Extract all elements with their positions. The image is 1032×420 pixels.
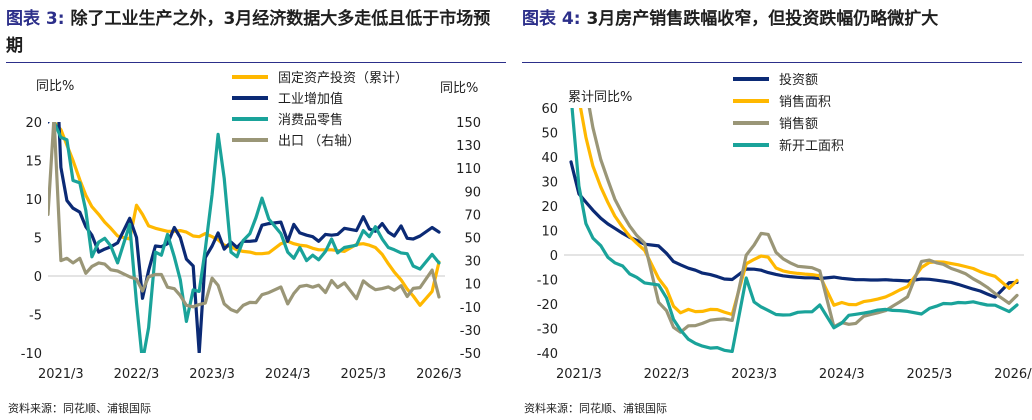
legend-label: 消费品零售 [278, 112, 343, 128]
x-tick-label: 2025/3 [340, 367, 386, 382]
y-tick-label: 60 [541, 102, 558, 117]
chart-title-text: 3月房产销售跌幅收窄，但投资跌幅仍略微扩大 [586, 9, 939, 29]
y-right-tick-label: 130 [456, 139, 481, 154]
y-tick-label: 20 [25, 116, 42, 131]
legend-label: 新开工面积 [779, 138, 844, 154]
y-axis-label: 累计同比% [568, 90, 632, 105]
y-right-tick-label: -10 [460, 301, 481, 316]
y-right-tick-label: 150 [456, 116, 481, 131]
y-right-tick-label: 70 [464, 208, 481, 223]
x-tick-label: 2026/3 [416, 367, 462, 382]
x-tick-label: 2024/3 [265, 367, 311, 382]
title-rule [6, 62, 506, 63]
y-tick-label: 40 [541, 151, 558, 166]
chart-title: 图表 3: 除了工业生产之外，3月经济数据大多走低且低于市场预期 [6, 6, 506, 60]
series-line [587, 108, 1019, 334]
y-tick-label: 10 [541, 225, 558, 240]
series-line [578, 108, 1019, 317]
line-chart-right: -40 -30 -20 -10 0 10 20 30 40 50 60 2021/3 2022/3 202… [537, 72, 1032, 382]
y-right-tick-label: 110 [456, 162, 481, 177]
y-tick-label: -5 [29, 309, 42, 324]
x-tick-label: 2023/3 [731, 367, 777, 382]
x-tick-label: 2021/3 [556, 367, 602, 382]
chart-panel-right: 图表 4: 3月房产销售跌幅收窄，但投资跌幅仍略微扩大 -40 -30 -20 -10… [516, 0, 1032, 420]
y-tick-label: 10 [25, 193, 42, 208]
legend-label: 销售面积 [779, 94, 831, 110]
y-right-tick-label: 90 [464, 185, 481, 200]
y-right-tick-label: 10 [464, 278, 481, 293]
y-axis-label: 同比% [36, 79, 74, 94]
series-line [52, 122, 441, 307]
x-tick-label: 2021/3 [38, 367, 84, 382]
series-line [570, 108, 1019, 353]
y-right-axis-label: 同比% [440, 81, 478, 96]
x-tick-label: 2025/3 [906, 367, 952, 382]
y-tick-label: -30 [537, 323, 558, 338]
y-tick-label: 15 [25, 155, 42, 170]
y-tick-label: 50 [541, 127, 558, 142]
series-line [48, 122, 441, 314]
series-line [52, 122, 441, 353]
chart-title-text: 除了工业生产之外，3月经济数据大多走低且低于市场预期 [6, 9, 491, 56]
y-right-tick-label: -30 [460, 324, 481, 339]
y-tick-label: -20 [537, 298, 558, 313]
series-line [48, 122, 441, 353]
series-line [569, 160, 1019, 299]
chart-source: 资料来源：同花顺、浦银国际 [8, 402, 151, 415]
y-tick-label: -10 [21, 347, 42, 362]
y-tick-label: 5 [34, 232, 42, 247]
x-tick-label: 2022/3 [114, 367, 160, 382]
title-rule [522, 62, 1022, 63]
legend-label: 工业增加值 [278, 91, 343, 107]
y-tick-label: 30 [541, 176, 558, 191]
legend-label: 固定资产投资（累计） [278, 70, 408, 86]
legend-label: 销售额 [779, 116, 818, 132]
y-tick-label: 20 [541, 200, 558, 215]
chart-source: 资料来源：同花顺、浦银国际 [524, 402, 667, 415]
y-tick-label: -10 [537, 274, 558, 289]
chart-title-prefix: 图表 4: [522, 9, 581, 29]
chart-title: 图表 4: 3月房产销售跌幅收窄，但投资跌幅仍略微扩大 [522, 6, 1022, 33]
y-tick-label: 0 [34, 270, 42, 285]
x-tick-label: 2024/3 [819, 367, 865, 382]
legend-label: 出口 （右轴） [278, 134, 360, 149]
chart-title-prefix: 图表 3: [6, 9, 65, 29]
x-tick-label: 2023/3 [189, 367, 235, 382]
chart-panel-left: 图表 3: 除了工业生产之外，3月经济数据大多走低且低于市场预期 -10 -5 0 5… [6, 6, 506, 415]
y-right-tick-label: -50 [460, 347, 481, 362]
x-tick-label: 2026/3 [994, 367, 1032, 382]
y-tick-label: 0 [550, 249, 558, 264]
line-chart-left: -10-505101520-50-30-10103050709011013015… [21, 70, 481, 382]
y-tick-label: -40 [537, 347, 558, 362]
legend-label: 投资额 [779, 72, 818, 88]
y-right-tick-label: 50 [464, 232, 481, 247]
y-right-tick-label: 30 [464, 255, 481, 270]
x-tick-label: 2022/3 [644, 367, 690, 382]
